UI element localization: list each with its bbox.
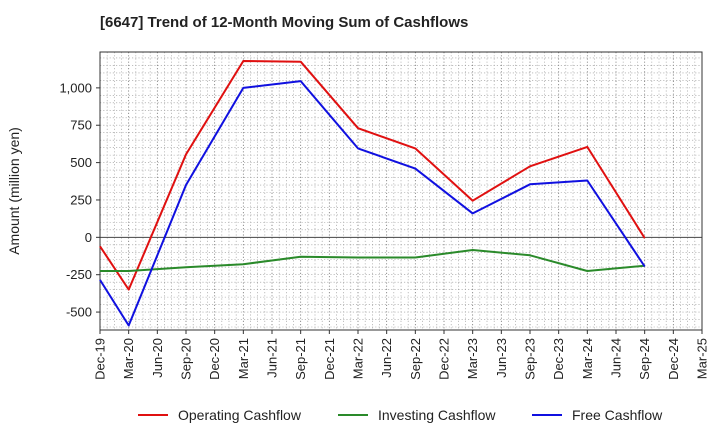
x-tick-label: Sep-22 [408,338,423,380]
x-tick-label: Mar-24 [580,338,595,379]
y-axis: -500 -250 0 250 500 750 1,000 [59,80,100,320]
series-line-free-cashflow [99,80,646,327]
x-tick-label: Jun-21 [265,338,280,378]
x-tick-label: Jun-24 [609,338,624,378]
x-tick-label: Dec-19 [93,338,108,380]
x-tick-label: Mar-25 [695,338,710,379]
x-tick-label: Dec-24 [666,338,681,380]
x-tick-label: Jun-22 [379,338,394,378]
legend-label-operating-cashflow: Operating Cashflow [178,407,302,423]
legend-label-free-cashflow: Free Cashflow [572,407,663,423]
x-tick-label: Mar-23 [465,338,480,379]
x-tick-label: Mar-20 [121,338,136,379]
x-tick-label: Dec-21 [322,338,337,380]
y-tick-label: 750 [70,118,92,133]
y-tick-label: -250 [66,267,92,282]
y-axis-label: Amount (million yen) [6,127,22,255]
x-tick-label: Dec-23 [551,338,566,380]
legend-label-investing-cashflow: Investing Cashflow [378,407,496,423]
x-tick-label: Dec-20 [207,338,222,380]
x-tick-label: Sep-24 [637,338,652,380]
series-line-operating-cashflow [99,60,646,291]
y-tick-label: 1,000 [59,80,92,95]
plot-area [99,51,703,331]
chart-title: [6647] Trend of 12-Month Moving Sum of C… [100,14,469,31]
x-tick-label: Dec-22 [437,338,452,380]
y-tick-label: 500 [70,155,92,170]
series [99,60,646,327]
y-tick-label: 250 [70,192,92,207]
y-tick-label: 0 [85,230,92,245]
x-tick-label: Mar-21 [236,338,251,379]
y-tick-label: -500 [66,305,92,320]
grid [99,52,703,330]
x-axis: Dec-19 Mar-20 Jun-20 Sep-20 Dec-20 Mar-21 Jun-… [93,330,710,380]
x-tick-label: Sep-20 [179,338,194,380]
x-tick-label: Sep-23 [523,338,538,380]
legend: Operating Cashflow Investing Cashflow Free… [138,407,663,423]
x-tick-label: Mar-22 [351,338,366,379]
series-line-investing-cashflow [100,249,645,272]
x-tick-label: Jun-23 [494,338,509,378]
x-tick-label: Jun-20 [150,338,165,378]
x-tick-label: Sep-21 [293,338,308,380]
